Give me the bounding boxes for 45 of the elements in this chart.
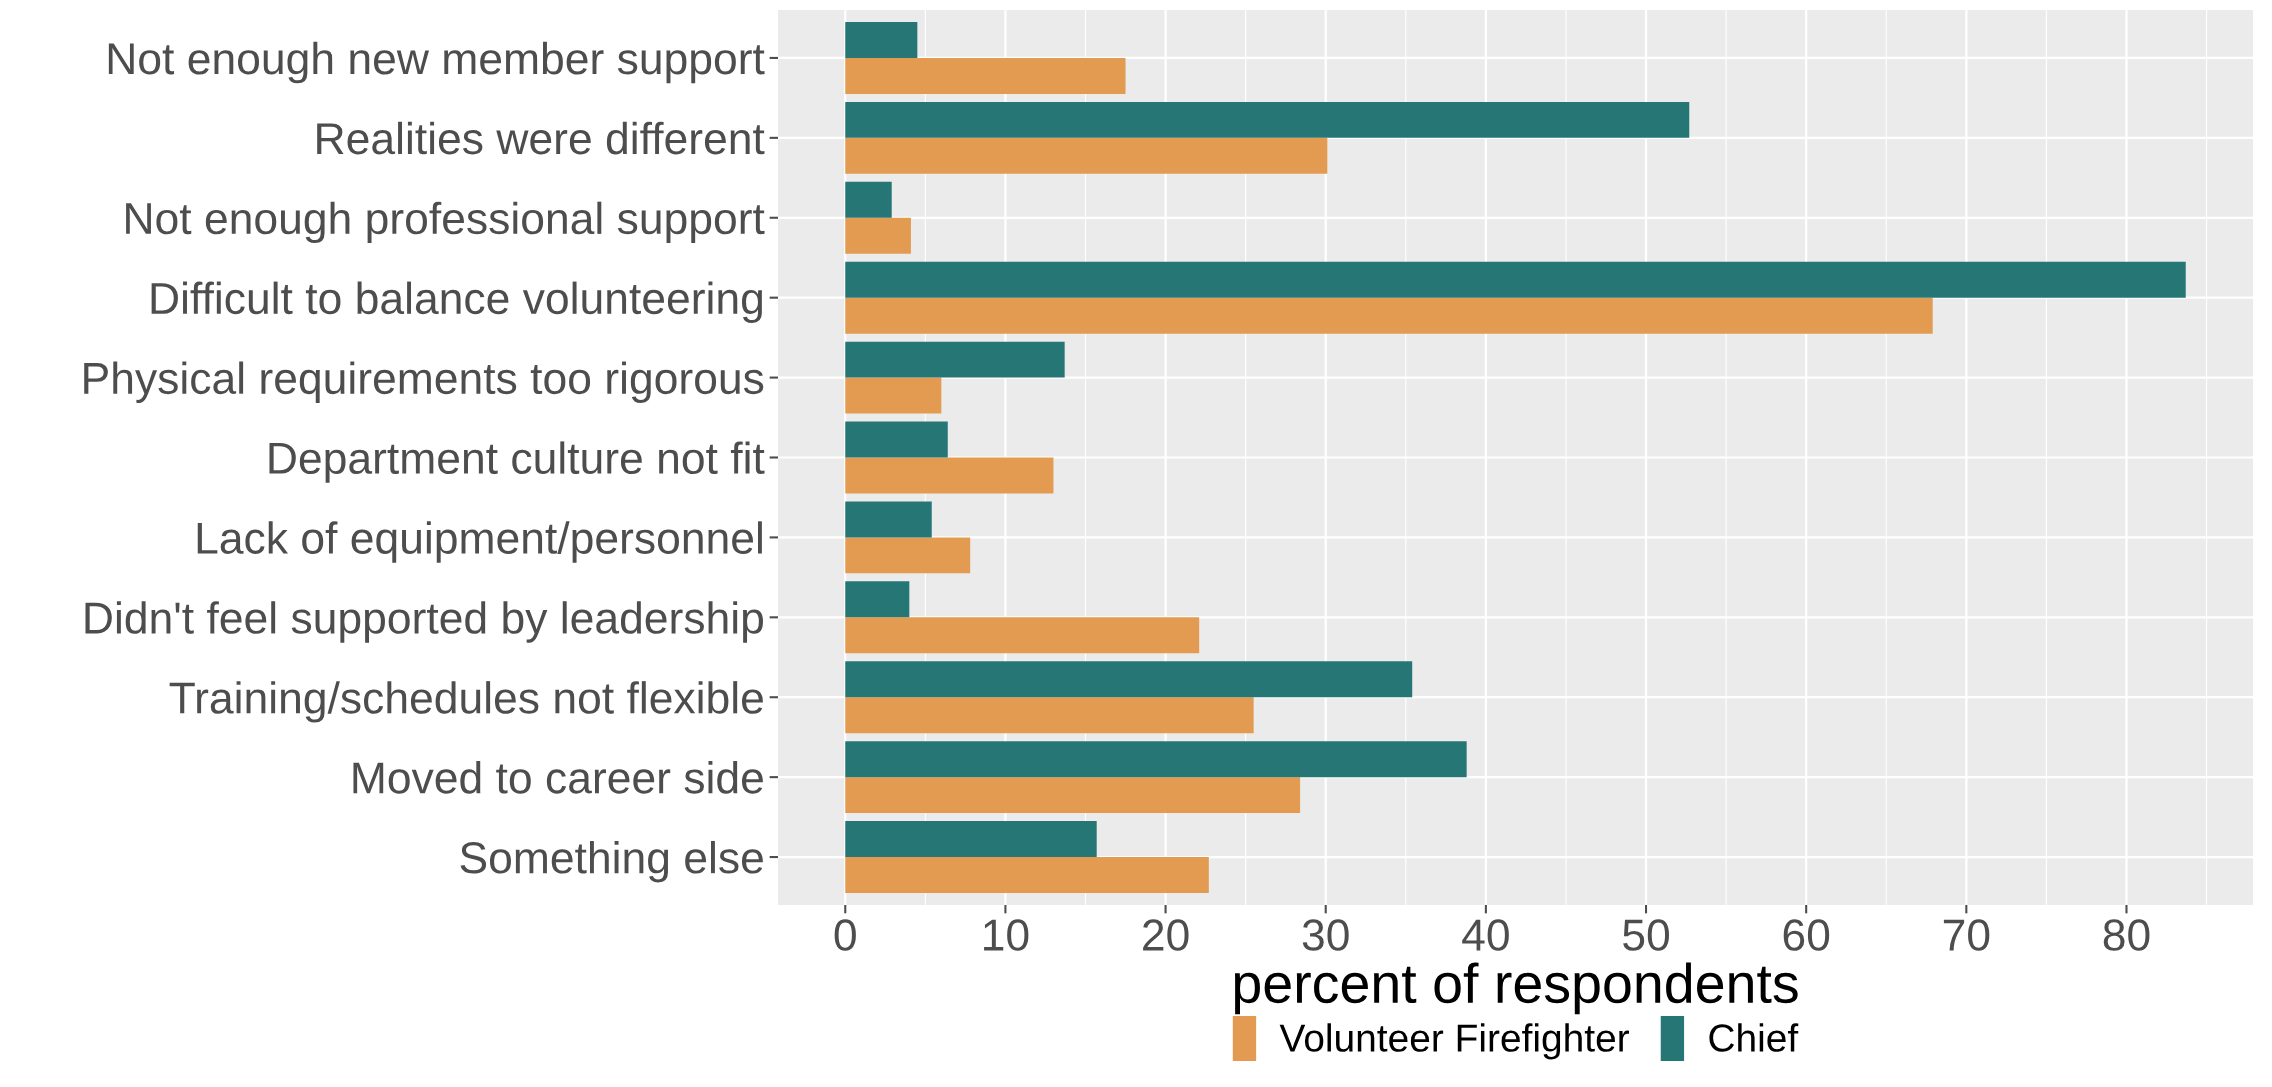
bar (845, 501, 932, 538)
x-tick-label: 10 (984, 919, 1029, 951)
bar (845, 377, 942, 414)
y-tick-label: Difficult to balance volunteering (151, 281, 762, 323)
y-tick-label: Department culture not fit (269, 441, 765, 483)
bar (845, 297, 1933, 334)
y-tick-label: Moved to career side (353, 761, 763, 794)
bar (845, 341, 1065, 378)
x-tick-label: 40 (1462, 919, 1509, 951)
bar (845, 697, 1254, 734)
y-tick-label: Training/schedules not flexible (169, 681, 763, 723)
bar (845, 137, 1328, 174)
x-tick-label: 30 (1302, 919, 1349, 951)
x-tick-label: 60 (1783, 919, 1830, 951)
bar (845, 821, 1097, 858)
bar (845, 661, 1413, 698)
bar (845, 537, 971, 574)
bar (845, 457, 1054, 494)
bar (845, 181, 892, 218)
x-tick-label: 70 (1943, 919, 1990, 951)
bar (845, 57, 1126, 94)
y-tick-label: Didn't feel supported by leadership (85, 601, 763, 643)
bar (845, 261, 2186, 298)
y-tick-label: Not enough professional support (126, 201, 765, 244)
bar (845, 581, 910, 618)
bar (845, 741, 1467, 778)
bar (845, 217, 911, 254)
x-tick-label: 20 (1143, 919, 1189, 951)
y-tick-label: Something else (460, 840, 763, 883)
bar (845, 421, 948, 458)
y-tick-label: Not enough new member support (108, 41, 765, 84)
x-tick-label: 80 (2103, 919, 2150, 951)
bar (845, 617, 1200, 654)
bar (845, 101, 1690, 138)
bar (845, 857, 1209, 894)
x-axis-title: percent of respondents (1234, 962, 1798, 1015)
legend-label: Volunteer Firefighter (1279, 1023, 1630, 1060)
y-tick-label: Physical requirements too rigorous (84, 361, 764, 403)
legend-label: Chief (1709, 1023, 1799, 1052)
bar (845, 777, 1301, 814)
x-tick-label: 50 (1623, 919, 1670, 951)
bar (845, 21, 918, 58)
x-tick-label: 0 (834, 919, 856, 951)
y-tick-label: Lack of equipment/personnel (197, 521, 762, 563)
y-tick-label: Realities were different (317, 121, 765, 155)
